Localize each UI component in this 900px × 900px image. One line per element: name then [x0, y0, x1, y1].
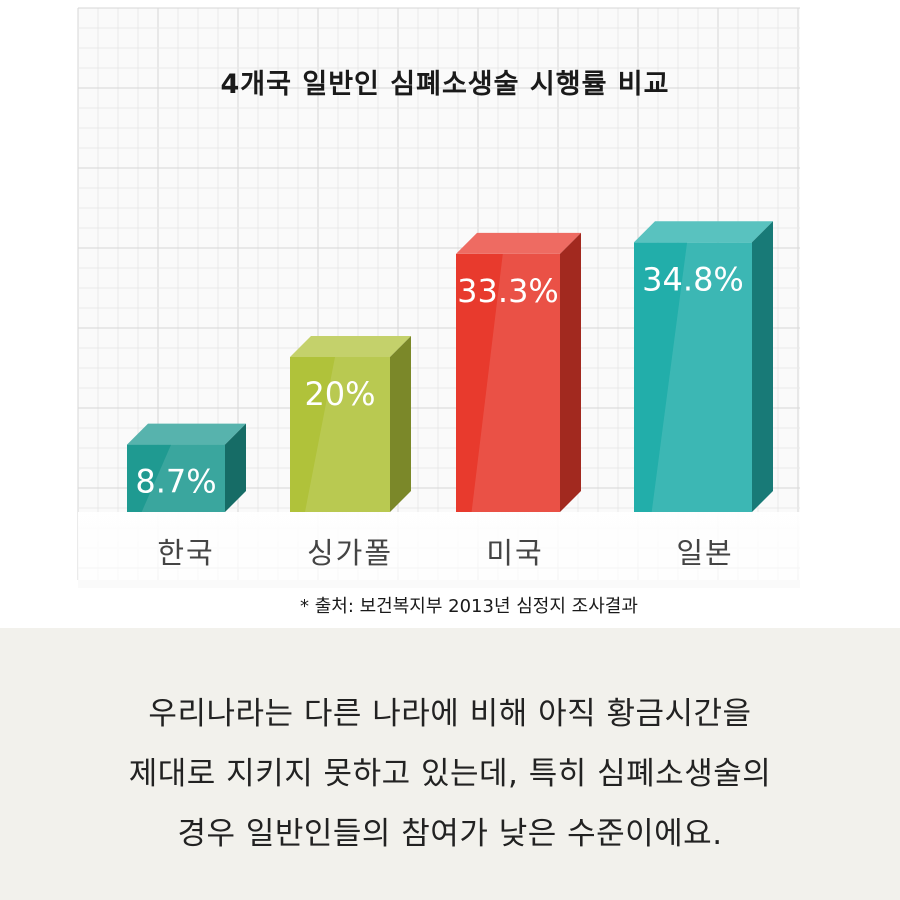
bar-japan	[634, 221, 773, 513]
bar-korea	[127, 423, 246, 512]
bar-front-face	[290, 357, 390, 512]
chart-floor	[78, 512, 800, 580]
bar-value-label-usa: 33.3%	[457, 272, 559, 310]
category-label-usa: 미국	[486, 536, 544, 570]
source-note: * 출처: 보건복지부 2013년 심정지 조사결과	[300, 596, 638, 617]
chart-title: 4개국 일반인 심폐소생술 시행률 비교	[220, 69, 670, 100]
bar-top-face	[456, 232, 581, 254]
bar-chart: 8.7% 20% 33.3% 34.8%	[77, 7, 800, 580]
category-label-singapore: 싱가폴	[306, 536, 394, 570]
bar-side-face	[752, 221, 773, 513]
bar-usa	[456, 232, 581, 513]
caption-panel: 우리나라는 다른 나라에 비해 아직 황금시간을 제대로 지키지 못하고 있는데…	[0, 628, 900, 900]
bar-front-face	[634, 242, 752, 513]
category-label-korea: 한국	[157, 536, 215, 570]
bar-value-label-korea: 8.7%	[135, 463, 216, 501]
category-label-japan: 일본	[676, 536, 734, 570]
bar-top-face	[634, 221, 773, 243]
bar-value-label-singapore: 20%	[304, 375, 375, 413]
bar-value-label-japan: 34.8%	[642, 260, 744, 298]
chart-panel: 8.7% 20% 33.3% 34.8% 4개국 일반인 심폐소생술 시행률 비교 한…	[77, 7, 800, 617]
bar-singapore	[290, 336, 411, 512]
bar-sheen	[141, 444, 225, 512]
bar-front-face	[456, 253, 560, 513]
bar-sheen	[471, 253, 560, 513]
bar-top-face	[290, 336, 411, 357]
bar-sheen	[651, 242, 752, 513]
bar-front-face	[127, 444, 225, 512]
bar-side-face	[560, 232, 581, 513]
bar-side-face	[225, 423, 246, 512]
caption-line-1: 우리나라는 다른 나라에 비해 아직 황금시간을	[148, 696, 752, 732]
caption-line-3: 경우 일반인들의 참여가 낮은 수준이에요.	[177, 816, 723, 852]
bar-top-face	[127, 423, 246, 445]
bar-side-face	[390, 336, 411, 512]
bar-sheen	[305, 357, 390, 512]
caption-line-2: 제대로 지키지 못하고 있는데, 특히 심폐소생술의	[128, 756, 772, 792]
